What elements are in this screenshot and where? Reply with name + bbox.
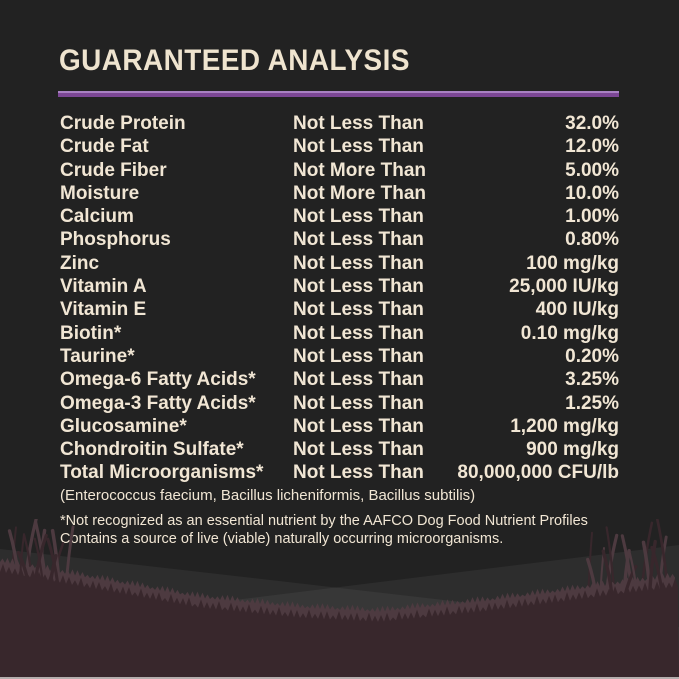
qualifier-text: Not More Than bbox=[293, 159, 426, 181]
grass-hills-silhouette-illustration bbox=[0, 519, 679, 679]
table-row: Vitamin E Not Less Than 400 IU/kg bbox=[60, 298, 619, 321]
qualifier-text: Not Less Than bbox=[293, 345, 424, 367]
qualifier-text: Not Less Than bbox=[293, 252, 424, 274]
nutrient-value: 100 mg/kg bbox=[526, 252, 619, 274]
nutrient-value: 1.25% bbox=[565, 392, 619, 414]
qualifier-text: Not Less Than bbox=[293, 439, 424, 461]
table-row: Crude Protein Not Less Than 32.0% bbox=[60, 112, 619, 135]
table-row: Crude Fiber Not More Than 5.00% bbox=[60, 159, 619, 182]
nutrient-name: Biotin* bbox=[60, 322, 122, 344]
table-row: Crude Fat Not Less Than 12.0% bbox=[60, 135, 619, 158]
nutrient-name: Glucosamine* bbox=[60, 415, 187, 437]
nutrient-value: 1,200 mg/kg bbox=[510, 415, 619, 437]
live-microorganisms-footnote: Contains a source of live (viable) natur… bbox=[60, 531, 504, 548]
table-row: Moisture Not More Than 10.0% bbox=[60, 182, 619, 205]
nutrient-value: 80,000,000 CFU/lb bbox=[457, 462, 619, 484]
grass-silhouette-foreground-icon bbox=[0, 563, 679, 679]
table-row: Total Microorganisms* Not Less Than 80,0… bbox=[60, 461, 619, 484]
nutrient-value: 0.20% bbox=[565, 345, 619, 367]
nutrient-name: Zinc bbox=[60, 252, 100, 274]
nutrient-value: 3.25% bbox=[565, 369, 619, 391]
qualifier-text: Not Less Than bbox=[293, 113, 424, 134]
qualifier-text: Not Less Than bbox=[293, 276, 424, 298]
nutrient-value: 5.00% bbox=[565, 159, 619, 181]
table-row: Omega-6 Fatty Acids* Not Less Than 3.25% bbox=[60, 368, 619, 391]
footnotes-block: *Not recognized as an essential nutrient… bbox=[60, 512, 619, 549]
nutrient-value: 400 IU/kg bbox=[535, 299, 619, 321]
nutrient-name: Total Microorganisms* bbox=[60, 462, 264, 484]
nutrient-name: Omega-3 Fatty Acids* bbox=[60, 392, 256, 414]
guaranteed-analysis-table: Crude Protein Not Less Than 32.0% Crude … bbox=[60, 112, 619, 485]
table-row: Chondroitin Sulfate* Not Less Than 900 m… bbox=[60, 438, 619, 461]
nutrient-name: Crude Protein bbox=[60, 113, 186, 134]
nutrient-name: Phosphorus bbox=[60, 229, 171, 251]
table-row: Calcium Not Less Than 1.00% bbox=[60, 205, 619, 228]
table-row: Biotin* Not Less Than 0.10 mg/kg bbox=[60, 322, 619, 345]
qualifier-text: Not Less Than bbox=[293, 415, 424, 437]
qualifier-text: Not More Than bbox=[293, 182, 426, 204]
qualifier-text: Not Less Than bbox=[293, 322, 424, 344]
table-row: Omega-3 Fatty Acids* Not Less Than 1.25% bbox=[60, 392, 619, 415]
qualifier-text: Not Less Than bbox=[293, 299, 424, 321]
nutrient-value: 12.0% bbox=[565, 136, 619, 158]
qualifier-text: Not Less Than bbox=[293, 206, 424, 228]
aafco-footnote: *Not recognized as an essential nutrient… bbox=[60, 512, 588, 529]
nutrient-value: 32.0% bbox=[565, 113, 619, 134]
qualifier-text: Not Less Than bbox=[293, 462, 424, 484]
qualifier-text: Not Less Than bbox=[293, 229, 424, 251]
nutrient-value: 900 mg/kg bbox=[526, 439, 619, 461]
table-row: Phosphorus Not Less Than 0.80% bbox=[60, 228, 619, 251]
nutrient-value: 10.0% bbox=[565, 182, 619, 204]
nutrient-name: Vitamin A bbox=[60, 276, 147, 298]
nutrient-name: Vitamin E bbox=[60, 299, 147, 321]
qualifier-text: Not Less Than bbox=[293, 392, 424, 414]
nutrient-name: Omega-6 Fatty Acids* bbox=[60, 369, 256, 391]
table-row: Glucosamine* Not Less Than 1,200 mg/kg bbox=[60, 415, 619, 438]
nutrient-value: 25,000 IU/kg bbox=[509, 276, 619, 298]
nutrient-name: Moisture bbox=[60, 182, 140, 204]
page-title: GUARANTEED ANALYSIS bbox=[59, 44, 410, 77]
nutrient-value: 1.00% bbox=[565, 206, 619, 228]
qualifier-text: Not Less Than bbox=[293, 136, 424, 158]
nutrient-name: Crude Fat bbox=[60, 136, 149, 158]
grass-blade-icon bbox=[601, 549, 615, 600]
table-row: Taurine* Not Less Than 0.20% bbox=[60, 345, 619, 368]
analysis-content: Crude Protein Not Less Than 32.0% Crude … bbox=[60, 112, 619, 549]
title-underline-rule bbox=[58, 91, 619, 97]
grass-blade-icon bbox=[33, 537, 44, 584]
table-row: Vitamin A Not Less Than 25,000 IU/kg bbox=[60, 275, 619, 298]
nutrient-name: Taurine* bbox=[60, 345, 135, 367]
qualifier-text: Not Less Than bbox=[293, 369, 424, 391]
nutrient-value: 0.80% bbox=[565, 229, 619, 251]
nutrient-name: Calcium bbox=[60, 206, 134, 228]
microorganism-species-note: (Enterococcus faecium, Bacillus lichenif… bbox=[60, 486, 476, 504]
nutrient-name: Crude Fiber bbox=[60, 159, 167, 181]
image-bottom-border bbox=[0, 677, 679, 679]
table-row: Zinc Not Less Than 100 mg/kg bbox=[60, 252, 619, 275]
nutrient-name: Chondroitin Sulfate* bbox=[60, 439, 244, 461]
nutrient-value: 0.10 mg/kg bbox=[520, 322, 619, 344]
